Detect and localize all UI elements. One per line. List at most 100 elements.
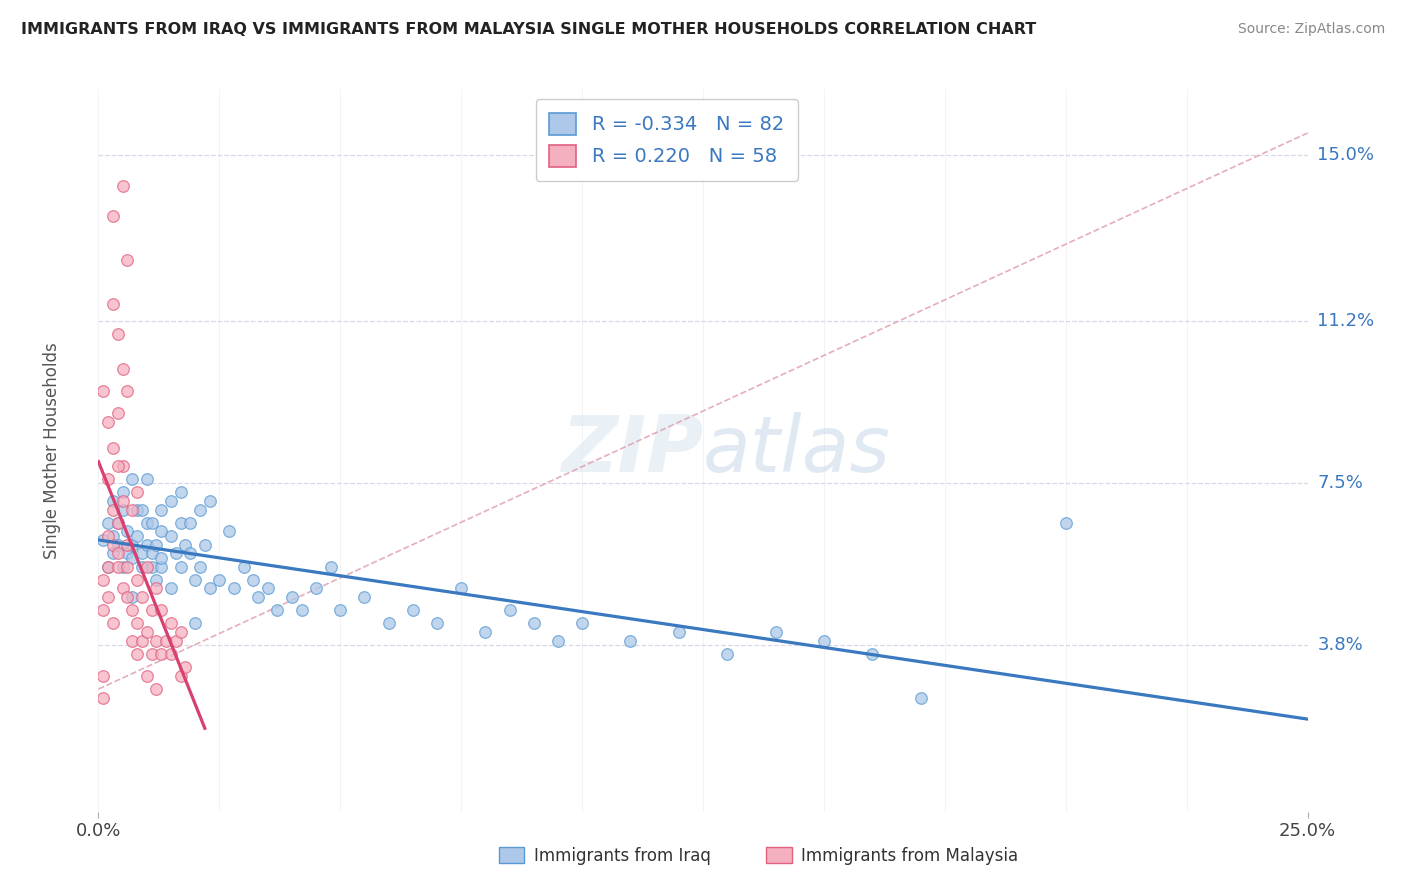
Point <box>1054 516 1077 530</box>
Point <box>121 550 143 565</box>
Point <box>169 485 191 500</box>
Point <box>111 485 134 500</box>
Point <box>97 559 120 574</box>
Point <box>290 603 312 617</box>
Point <box>117 590 139 604</box>
Point <box>169 559 191 574</box>
Point <box>107 546 129 560</box>
Point <box>101 502 124 516</box>
Point <box>160 493 183 508</box>
Point <box>474 625 496 640</box>
Point <box>188 559 211 574</box>
Point <box>160 582 183 596</box>
Point <box>107 516 129 530</box>
Point <box>305 582 328 596</box>
Point <box>145 573 167 587</box>
Point <box>111 559 134 574</box>
Point <box>121 603 143 617</box>
Point <box>135 472 157 486</box>
Point <box>135 538 157 552</box>
Point <box>97 559 120 574</box>
Point <box>150 559 173 574</box>
Point <box>121 538 143 552</box>
Point <box>121 472 143 486</box>
Point <box>547 634 569 648</box>
Point <box>145 538 167 552</box>
Point <box>127 573 149 587</box>
Text: 3.8%: 3.8% <box>1317 636 1362 655</box>
Legend: R = -0.334   N = 82, R = 0.220   N = 58: R = -0.334 N = 82, R = 0.220 N = 58 <box>536 99 797 181</box>
Point <box>107 327 129 342</box>
Point <box>121 634 143 648</box>
Point <box>184 616 207 631</box>
Point <box>127 485 149 500</box>
Point <box>141 559 163 574</box>
Point <box>668 625 690 640</box>
Point <box>141 546 163 560</box>
Point <box>117 559 139 574</box>
Point <box>174 538 197 552</box>
Point <box>498 603 520 617</box>
Point <box>97 529 120 543</box>
Point <box>247 590 270 604</box>
Point <box>117 252 139 267</box>
Point <box>91 690 114 705</box>
Point <box>402 603 425 617</box>
Text: ZIP: ZIP <box>561 412 703 489</box>
Point <box>135 669 157 683</box>
Point <box>117 384 139 399</box>
Point <box>107 458 129 473</box>
Point <box>121 502 143 516</box>
Point <box>160 529 183 543</box>
Text: 7.5%: 7.5% <box>1317 475 1364 492</box>
Point <box>111 362 134 376</box>
Point <box>377 616 399 631</box>
Point <box>194 538 217 552</box>
Point <box>179 546 201 560</box>
Text: 11.2%: 11.2% <box>1317 312 1375 330</box>
Point <box>523 616 546 631</box>
Point <box>716 647 738 661</box>
Point <box>117 538 139 552</box>
Point <box>127 529 149 543</box>
Point <box>91 669 114 683</box>
Point <box>450 582 472 596</box>
Point <box>91 533 114 548</box>
Point <box>150 603 173 617</box>
Point <box>111 502 134 516</box>
Point <box>127 502 149 516</box>
Point <box>101 538 124 552</box>
Point <box>101 209 124 223</box>
Point <box>107 516 129 530</box>
Point <box>111 458 134 473</box>
Point <box>426 616 449 631</box>
Point <box>127 647 149 661</box>
Point <box>101 297 124 311</box>
Point <box>222 582 245 596</box>
Point <box>169 625 191 640</box>
Point <box>131 502 153 516</box>
Point <box>101 529 124 543</box>
Point <box>101 546 124 560</box>
Point <box>111 582 134 596</box>
Point <box>131 634 153 648</box>
Point <box>281 590 304 604</box>
Point <box>107 406 129 420</box>
Point <box>127 616 149 631</box>
Point <box>329 603 352 617</box>
Point <box>165 546 187 560</box>
Point <box>111 178 134 193</box>
Point <box>184 573 207 587</box>
Point <box>266 603 288 617</box>
Point <box>145 634 167 648</box>
Point <box>111 493 134 508</box>
Point <box>91 603 114 617</box>
Point <box>91 573 114 587</box>
Point <box>319 559 342 574</box>
Point <box>101 493 124 508</box>
Point <box>150 550 173 565</box>
Point <box>101 442 124 456</box>
Text: IMMIGRANTS FROM IRAQ VS IMMIGRANTS FROM MALAYSIA SINGLE MOTHER HOUSEHOLDS CORREL: IMMIGRANTS FROM IRAQ VS IMMIGRANTS FROM … <box>21 22 1036 37</box>
Text: Immigrants from Iraq: Immigrants from Iraq <box>534 847 711 865</box>
Point <box>97 472 120 486</box>
